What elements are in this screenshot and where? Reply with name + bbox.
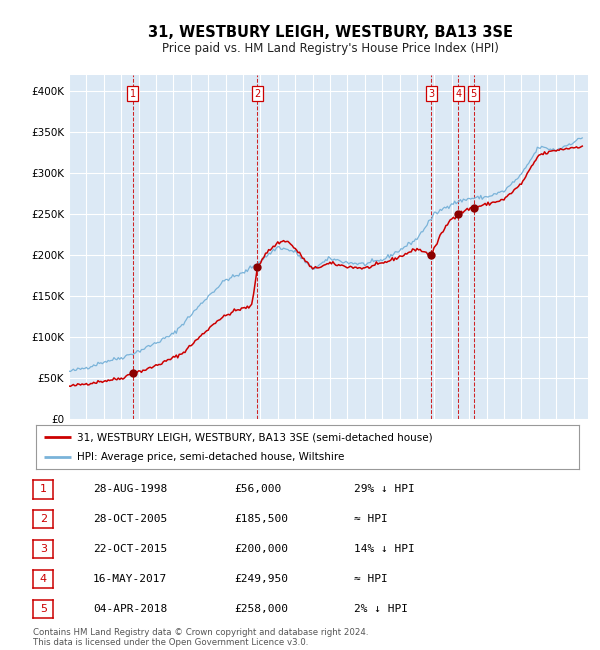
- Text: 28-AUG-1998: 28-AUG-1998: [93, 484, 167, 495]
- Text: £200,000: £200,000: [234, 544, 288, 554]
- Text: 5: 5: [40, 604, 47, 614]
- Text: 14% ↓ HPI: 14% ↓ HPI: [354, 544, 415, 554]
- Text: 5: 5: [470, 88, 476, 99]
- Text: 22-OCT-2015: 22-OCT-2015: [93, 544, 167, 554]
- Text: 31, WESTBURY LEIGH, WESTBURY, BA13 3SE (semi-detached house): 31, WESTBURY LEIGH, WESTBURY, BA13 3SE (…: [77, 432, 433, 442]
- Text: 4: 4: [40, 574, 47, 584]
- Text: 2: 2: [40, 514, 47, 525]
- Text: 1: 1: [40, 484, 47, 495]
- Text: 3: 3: [428, 88, 434, 99]
- Text: Contains HM Land Registry data © Crown copyright and database right 2024.: Contains HM Land Registry data © Crown c…: [33, 628, 368, 637]
- Text: 1: 1: [130, 88, 136, 99]
- Text: Price paid vs. HM Land Registry's House Price Index (HPI): Price paid vs. HM Land Registry's House …: [161, 42, 499, 55]
- Text: 3: 3: [40, 544, 47, 554]
- Text: 31, WESTBURY LEIGH, WESTBURY, BA13 3SE: 31, WESTBURY LEIGH, WESTBURY, BA13 3SE: [148, 25, 512, 40]
- Text: 2% ↓ HPI: 2% ↓ HPI: [354, 604, 408, 614]
- Text: 29% ↓ HPI: 29% ↓ HPI: [354, 484, 415, 495]
- Text: £56,000: £56,000: [234, 484, 281, 495]
- Text: ≈ HPI: ≈ HPI: [354, 574, 388, 584]
- Text: 28-OCT-2005: 28-OCT-2005: [93, 514, 167, 525]
- Text: 2: 2: [254, 88, 260, 99]
- Text: ≈ HPI: ≈ HPI: [354, 514, 388, 525]
- Text: HPI: Average price, semi-detached house, Wiltshire: HPI: Average price, semi-detached house,…: [77, 452, 344, 462]
- Text: 04-APR-2018: 04-APR-2018: [93, 604, 167, 614]
- Text: £185,500: £185,500: [234, 514, 288, 525]
- Text: 4: 4: [455, 88, 461, 99]
- Text: 16-MAY-2017: 16-MAY-2017: [93, 574, 167, 584]
- Text: £258,000: £258,000: [234, 604, 288, 614]
- Text: £249,950: £249,950: [234, 574, 288, 584]
- Text: This data is licensed under the Open Government Licence v3.0.: This data is licensed under the Open Gov…: [33, 638, 308, 647]
